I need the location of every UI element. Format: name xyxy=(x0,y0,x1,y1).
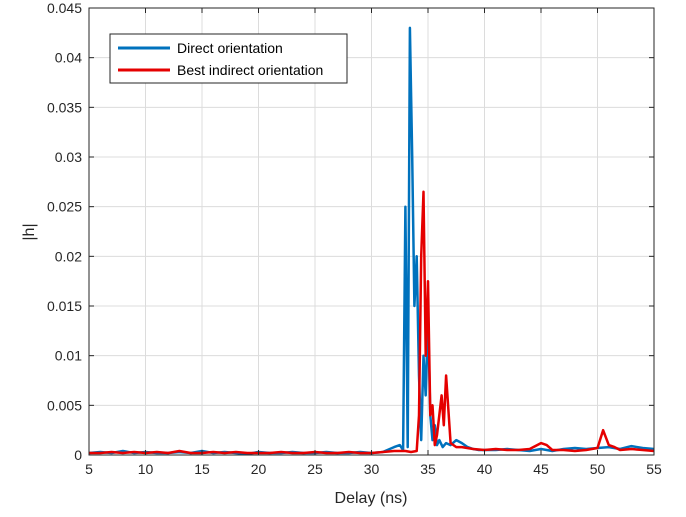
y-tick-label: 0.035 xyxy=(47,99,82,115)
x-tick-label: 45 xyxy=(533,461,549,477)
legend-label-direct: Direct orientation xyxy=(177,40,283,56)
y-tick-label: 0.04 xyxy=(55,50,82,66)
x-tick-label: 15 xyxy=(194,461,210,477)
y-tick-label: 0.025 xyxy=(47,199,82,215)
x-axis-label: Delay (ns) xyxy=(335,490,408,507)
axis-ticks: 5 10 15 20 25 30 35 40 45 50 55 0 0.005 0.01 0.015 0.02… xyxy=(47,0,662,477)
legend-label-indirect: Best indirect orientation xyxy=(177,62,323,78)
y-axis-label: |h| xyxy=(21,223,38,240)
legend-box xyxy=(109,33,348,84)
x-tick-label: 55 xyxy=(646,461,662,477)
x-tick-label: 5 xyxy=(85,461,93,477)
y-tick-label: 0.01 xyxy=(55,348,82,364)
x-tick-label: 40 xyxy=(477,461,493,477)
x-tick-label: 35 xyxy=(420,461,436,477)
x-tick-label: 25 xyxy=(307,461,323,477)
x-tick-label: 20 xyxy=(251,461,267,477)
y-tick-label: 0 xyxy=(74,447,82,463)
legend: Direct orientation Best indirect orienta… xyxy=(109,33,348,84)
series-layer xyxy=(88,26,655,456)
x-tick-label: 50 xyxy=(590,461,606,477)
y-tick-label: 0.02 xyxy=(55,248,82,264)
x-tick-label: 10 xyxy=(138,461,154,477)
y-tick-label: 0.015 xyxy=(47,298,82,314)
y-tick-label: 0.03 xyxy=(55,149,82,165)
x-tick-label: 30 xyxy=(364,461,380,477)
y-tick-label: 0.005 xyxy=(47,397,82,413)
series-line-indirect xyxy=(89,190,655,455)
y-tick-label: 0.045 xyxy=(47,0,82,16)
